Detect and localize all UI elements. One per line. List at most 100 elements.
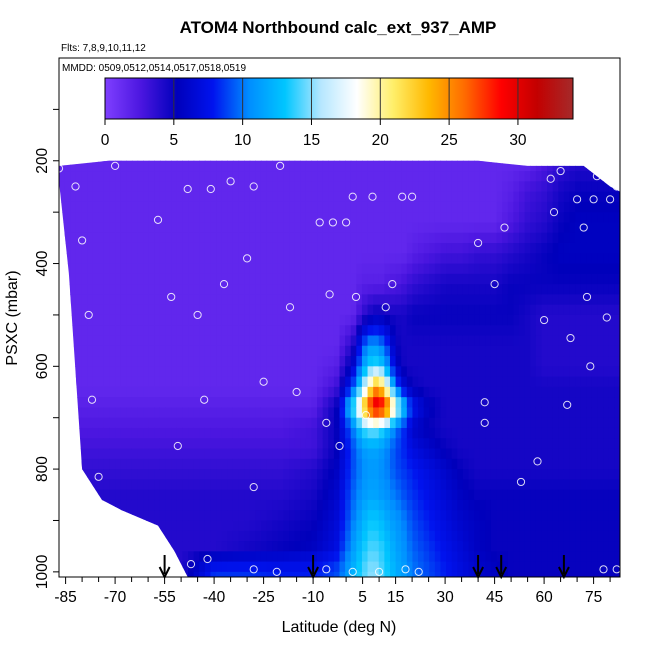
curtain-cell bbox=[193, 366, 200, 378]
curtain-cell bbox=[558, 232, 565, 244]
curtain-cell bbox=[249, 510, 256, 522]
curtain-cell bbox=[462, 376, 470, 388]
curtain-cell bbox=[148, 335, 155, 347]
curtain-cell bbox=[260, 160, 268, 162]
curtain-cell bbox=[614, 222, 620, 234]
curtain-cell bbox=[333, 171, 341, 182]
curtain-cell bbox=[591, 191, 599, 203]
curtain-cell bbox=[507, 510, 515, 522]
curtain-cell bbox=[159, 284, 167, 295]
curtain-cell bbox=[64, 160, 71, 172]
curtain-cell bbox=[547, 561, 554, 573]
curtain-cell bbox=[283, 386, 290, 398]
curtain-cell bbox=[446, 181, 453, 193]
curtain-cell bbox=[227, 222, 234, 234]
curtain-cell bbox=[580, 561, 587, 573]
curtain-cell bbox=[513, 407, 520, 419]
curtain-cell bbox=[502, 304, 509, 316]
x-tick-label: 75 bbox=[585, 589, 602, 606]
curtain-cell bbox=[552, 448, 559, 460]
curtain-cell bbox=[165, 212, 172, 224]
curtain-cell bbox=[75, 356, 83, 367]
curtain-cell bbox=[479, 376, 486, 388]
curtain-cell bbox=[513, 356, 520, 367]
curtain-cell bbox=[485, 458, 492, 470]
curtain-cell bbox=[182, 181, 189, 193]
curtain-cell bbox=[496, 458, 503, 470]
curtain-cell bbox=[412, 417, 419, 429]
curtain-cell bbox=[490, 551, 498, 563]
curtain-cell bbox=[64, 499, 71, 511]
curtain-cell bbox=[227, 448, 234, 460]
curtain-cell bbox=[210, 284, 217, 295]
curtain-cell bbox=[64, 314, 71, 326]
curtain-cell bbox=[591, 253, 599, 265]
curtain-cell bbox=[389, 263, 397, 275]
curtain-cell bbox=[188, 551, 195, 563]
curtain-cell bbox=[519, 181, 526, 193]
curtain-cell bbox=[614, 551, 620, 563]
curtain-cell bbox=[345, 386, 352, 398]
curtain-cell bbox=[496, 253, 503, 265]
curtain-cell bbox=[389, 458, 397, 470]
curtain-cell bbox=[367, 181, 374, 193]
curtain-cell bbox=[333, 561, 341, 573]
curtain-cell bbox=[260, 397, 268, 409]
curtain-cell bbox=[87, 191, 94, 203]
curtain-cell bbox=[541, 407, 548, 419]
curtain-cell bbox=[485, 314, 492, 326]
curtain-cell bbox=[283, 561, 290, 573]
curtain-cell bbox=[131, 530, 139, 542]
curtain-cell bbox=[317, 160, 324, 162]
curtain-cell bbox=[137, 191, 144, 203]
curtain-cell bbox=[59, 356, 66, 367]
curtain-cell bbox=[479, 510, 486, 522]
curtain-cell bbox=[154, 397, 161, 409]
curtain-cell bbox=[176, 376, 184, 388]
curtain-cell bbox=[204, 212, 212, 224]
curtain-cell bbox=[474, 232, 481, 244]
curtain-cell bbox=[75, 417, 83, 429]
curtain-cell bbox=[586, 222, 593, 234]
curtain-cell bbox=[524, 356, 531, 367]
curtain-cell bbox=[109, 427, 116, 439]
curtain-cell bbox=[317, 551, 324, 563]
curtain-cell bbox=[608, 181, 615, 193]
curtain-cell bbox=[289, 273, 296, 285]
curtain-cell bbox=[289, 499, 296, 511]
curtain-cell bbox=[131, 479, 139, 491]
curtain-cell bbox=[81, 263, 88, 275]
curtain-cell bbox=[232, 489, 240, 501]
sample-point bbox=[167, 292, 176, 302]
curtain-cell bbox=[148, 294, 155, 306]
curtain-cell bbox=[429, 335, 436, 347]
curtain-cell bbox=[311, 448, 318, 460]
curtain-cell bbox=[199, 314, 206, 326]
curtain-cell bbox=[137, 407, 144, 419]
curtain-cell bbox=[87, 201, 94, 213]
curtain-cell bbox=[182, 551, 189, 563]
curtain-cell bbox=[547, 499, 554, 511]
curtain-cell bbox=[356, 273, 363, 285]
curtain-cell bbox=[569, 386, 576, 398]
curtain-cell bbox=[608, 294, 615, 306]
curtain-cell bbox=[519, 294, 526, 306]
curtain-cell bbox=[238, 448, 245, 460]
curtain-cell bbox=[530, 263, 537, 275]
curtain-cell bbox=[395, 561, 402, 573]
sample-point bbox=[315, 218, 324, 227]
curtain-cell bbox=[98, 201, 105, 213]
curtain-cell bbox=[260, 273, 268, 285]
curtain-cell bbox=[300, 263, 307, 275]
curtain-cell bbox=[221, 571, 228, 577]
curtain-cell bbox=[608, 530, 615, 542]
curtain-cell bbox=[401, 571, 408, 577]
curtain-cell bbox=[75, 314, 83, 326]
curtain-cell bbox=[586, 571, 593, 577]
curtain-cell bbox=[227, 263, 234, 275]
curtain-cell bbox=[513, 253, 520, 265]
curtain-cell bbox=[384, 314, 391, 326]
curtain-cell bbox=[126, 520, 133, 532]
curtain-cell bbox=[311, 520, 318, 532]
curtain-cell bbox=[333, 325, 341, 337]
